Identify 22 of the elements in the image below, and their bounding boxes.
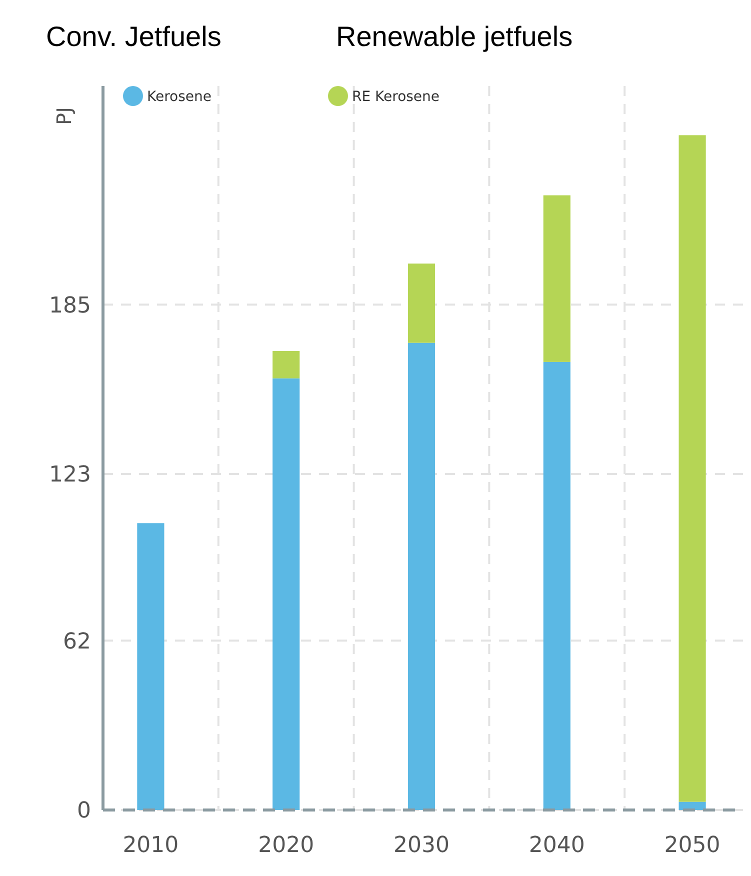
bar	[543, 362, 570, 810]
x-tick-label: 2040	[528, 833, 585, 858]
text: Conv. Jetfuels	[46, 21, 222, 52]
bar	[408, 342, 436, 810]
y-tick-label: 123	[49, 462, 91, 488]
legend-label: Kerosene	[147, 88, 212, 105]
bar	[543, 195, 570, 362]
y-axis-title: PJ	[52, 107, 76, 125]
y-tick-label: 62	[63, 629, 91, 654]
x-tick-label: 2020	[258, 833, 314, 858]
bar	[272, 351, 300, 378]
x-tick-label: 2030	[394, 833, 450, 858]
bar	[678, 135, 706, 802]
text: Renewable jetfuels	[336, 21, 573, 52]
bar	[137, 523, 164, 810]
bar	[408, 264, 436, 343]
y-tick-label: 0	[77, 798, 91, 824]
x-tick-label: 2010	[122, 833, 179, 858]
bar	[272, 378, 300, 810]
x-tick-label: 2050	[664, 833, 720, 858]
y-tick-label: 185	[49, 293, 91, 318]
legend-label: RE Kerosene	[352, 88, 440, 105]
